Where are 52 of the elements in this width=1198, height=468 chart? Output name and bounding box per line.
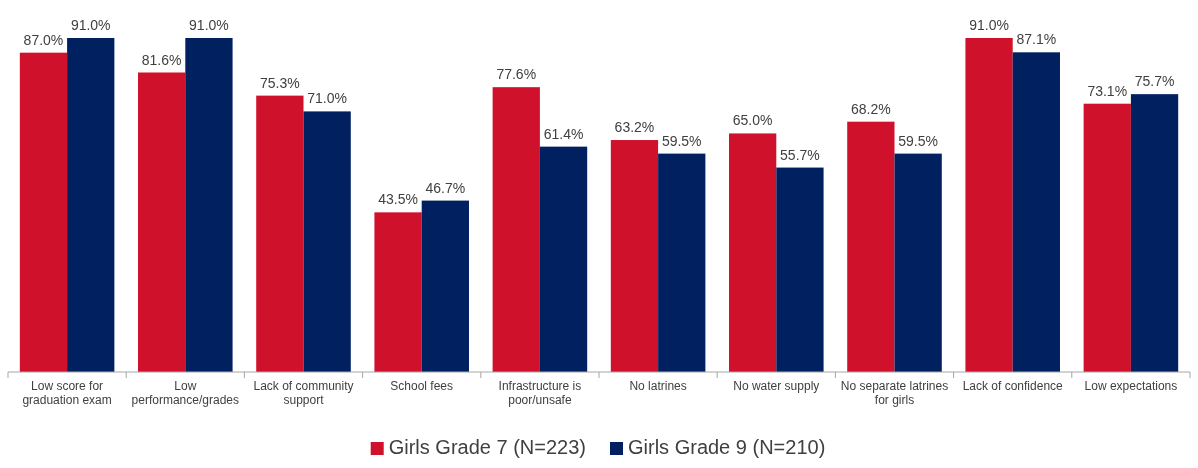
bar xyxy=(19,52,68,372)
bar xyxy=(303,111,351,372)
legend-label: Girls Grade 7 (N=223) xyxy=(388,436,586,458)
data-label: 43.5% xyxy=(378,191,418,208)
bar xyxy=(374,212,422,372)
x-tick-label: Low expectations xyxy=(1084,379,1178,393)
data-label: 46.7% xyxy=(425,179,466,196)
data-label: 75.7% xyxy=(1134,73,1175,90)
data-label: 91.0% xyxy=(189,17,229,33)
data-label: 59.5% xyxy=(661,132,702,149)
x-tick-label: No separate latrines for girls xyxy=(840,379,949,407)
x-tick-label: No latrines xyxy=(629,379,687,393)
data-label: 73.1% xyxy=(1087,82,1128,99)
bar xyxy=(776,167,824,372)
x-tick-label: Lack of confidence xyxy=(962,379,1064,393)
bar xyxy=(847,121,895,372)
x-tick-label: Low performance/grades xyxy=(131,379,239,407)
data-label: 77.6% xyxy=(496,66,537,83)
bar xyxy=(610,140,659,372)
bar xyxy=(256,95,304,372)
bar xyxy=(729,133,777,372)
data-label: 61.4% xyxy=(543,125,584,142)
data-label: 63.2% xyxy=(614,119,655,136)
bar xyxy=(658,153,706,372)
x-tick-label: Low score for graduation exam xyxy=(22,379,112,407)
bar xyxy=(1130,94,1179,372)
x-tick-label: School fees xyxy=(390,379,454,393)
bar xyxy=(965,38,1013,372)
data-label: 68.2% xyxy=(851,100,891,117)
data-label: 71.0% xyxy=(307,90,347,107)
bar xyxy=(67,38,115,372)
bar xyxy=(492,87,540,372)
data-label: 91.0% xyxy=(70,17,111,33)
x-tick-label: Lack of community support xyxy=(253,379,354,407)
legend-label: Girls Grade 9 (N=210) xyxy=(628,436,826,458)
x-tick-label: No water supply xyxy=(733,379,820,393)
data-label: 65.0% xyxy=(732,112,773,129)
data-label: 55.7% xyxy=(780,146,820,163)
bar xyxy=(185,38,233,372)
data-label: 81.6% xyxy=(141,51,182,68)
bar xyxy=(1012,52,1060,372)
data-label: 91.0% xyxy=(969,17,1009,33)
data-label: 87.0% xyxy=(23,31,64,48)
bar xyxy=(1083,103,1131,372)
x-tick-label: Infrastructure is poor/unsafe xyxy=(498,379,582,407)
bar xyxy=(894,153,942,372)
data-label: 87.1% xyxy=(1016,31,1057,48)
bar xyxy=(539,146,588,372)
bar xyxy=(138,72,186,372)
data-label: 59.5% xyxy=(898,132,938,149)
bar xyxy=(421,200,469,372)
data-label: 75.3% xyxy=(260,74,300,91)
